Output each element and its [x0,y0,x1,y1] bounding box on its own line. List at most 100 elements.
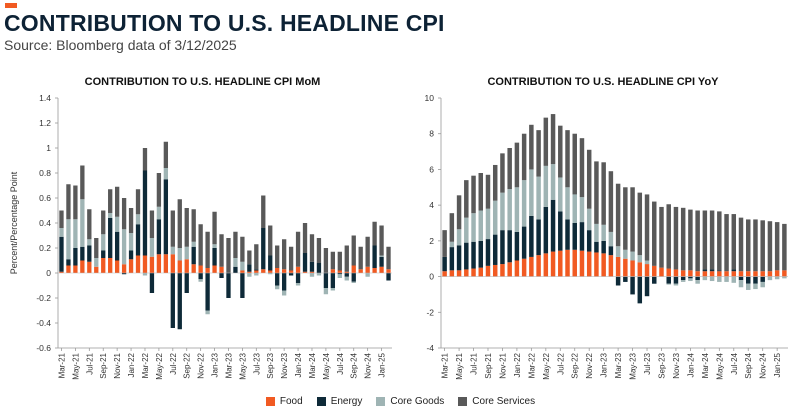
bar-yoy-core-goods-apr-23 [623,249,628,259]
bar-mom-core-services-sep-22 [184,208,189,247]
bar-yoy-food-may-23 [630,260,635,277]
bar-mom-core-goods-may-24 [323,288,329,295]
bar-yoy-core-services-apr-23 [623,187,628,250]
bar-mom-food-feb-22 [135,255,141,273]
x-tick-label-yoy: Jan-24 [686,352,695,377]
bar-yoy-core-services-mar-24 [702,210,708,270]
legend-label-food: Food [279,396,303,407]
bar-yoy-core-services-jul-21 [471,175,476,214]
bar-mom-core-goods-sep-22 [184,246,189,260]
x-tick-label-mom: May-23 [238,352,247,379]
x-tick-label-mom: Jul-21 [85,352,94,374]
bar-yoy-core-services-oct-23 [666,204,671,269]
y-tick-label-mom: -0.2 [36,293,51,303]
bar-mom-food-dec-21 [121,264,127,273]
bar-yoy-core-goods-may-23 [630,251,635,261]
bar-mom-core-services-mar-24 [309,234,315,262]
bar-yoy-energy-nov-21 [500,230,505,265]
bar-mom-core-goods-jun-24 [330,288,336,291]
bar-mom-food-nov-21 [114,260,120,273]
bar-mom-food-jan-24 [295,266,301,273]
x-tick-label-mom: May-24 [322,352,331,379]
bar-yoy-energy-feb-22 [521,226,527,259]
bar-yoy-energy-apr-24 [709,269,715,272]
bar-yoy-core-goods-sep-24 [745,283,751,290]
bar-yoy-core-goods-jan-22 [514,187,520,232]
bar-yoy-energy-nov-22 [586,230,592,252]
bar-yoy-energy-dec-23 [680,276,686,281]
bar-mom-energy-sep-23 [268,255,273,271]
bar-yoy-core-services-oct-21 [492,164,498,201]
y-tick-label-mom: 0 [46,268,51,278]
bar-yoy-core-services-oct-22 [579,138,585,198]
y-tick-label-yoy: 10 [425,93,435,103]
bar-yoy-core-services-apr-21 [449,213,455,242]
bar-yoy-core-services-may-23 [630,187,635,252]
bar-mom-food-may-21 [73,265,78,273]
x-tick-label-yoy: Mar-23 [614,352,623,378]
bar-mom-energy-feb-23 [219,273,224,278]
bar-yoy-food-jan-23 [601,253,606,277]
bar-yoy-food-jul-24 [731,271,737,277]
bar-yoy-food-jul-22 [558,250,563,277]
bar-mom-energy-aug-23 [261,228,266,270]
bar-mom-core-services-mar-21 [59,210,64,228]
bar-mom-food-jul-21 [87,261,92,273]
bar-yoy-core-services-dec-24 [767,221,773,272]
bar-mom-food-feb-24 [302,271,308,273]
bar-yoy-energy-may-22 [543,206,549,254]
y-tick-label-mom: 1.4 [39,93,51,103]
bar-yoy-food-jun-21 [464,269,469,277]
bar-mom-food-dec-23 [288,270,294,273]
bar-yoy-core-goods-jul-21 [471,213,476,242]
bar-mom-energy-dec-21 [121,273,127,275]
bar-yoy-energy-jul-22 [558,211,563,251]
x-tick-label-yoy: Jul-21 [470,352,479,374]
bar-yoy-core-goods-may-21 [456,229,462,246]
bar-mom-core-services-nov-22 [198,224,203,266]
bar-mom-core-services-jun-23 [247,250,252,265]
bar-yoy-core-goods-sep-22 [572,194,577,223]
bar-yoy-food-sep-23 [659,267,664,277]
bar-mom-energy-feb-25 [386,273,391,281]
x-tick-label-yoy: Nov-23 [672,352,681,378]
bar-mom-core-services-jun-22 [163,141,169,168]
bar-mom-core-services-may-23 [240,236,245,262]
bar-yoy-core-services-feb-22 [521,133,527,181]
bar-yoy-core-services-nov-23 [673,206,679,270]
bar-mom-energy-apr-24 [316,263,322,273]
bar-mom-food-aug-23 [261,269,266,273]
bar-mom-core-goods-dec-22 [205,310,210,315]
bar-mom-energy-oct-21 [108,218,113,258]
bar-mom-core-services-aug-24 [344,245,349,272]
x-tick-label-yoy: Sep-24 [744,352,753,378]
legend-item-core-services: Core Services [458,396,535,407]
bar-yoy-food-may-21 [456,270,462,277]
bar-yoy-core-services-jul-22 [558,125,563,178]
bar-yoy-core-services-oct-24 [753,219,758,272]
x-tick-label-yoy: Mar-21 [441,352,450,378]
bar-yoy-energy-mar-21 [442,256,447,272]
bar-mom-core-goods-jun-23 [247,273,252,277]
bar-yoy-food-aug-21 [478,267,484,277]
bar-yoy-core-services-aug-24 [738,217,744,272]
bar-mom-energy-mar-22 [142,170,148,256]
bar-yoy-food-nov-21 [500,264,505,277]
y-tick-label-mom: 0.6 [39,193,51,203]
bar-mom-energy-jun-23 [247,264,252,272]
bar-yoy-food-sep-21 [485,265,491,277]
bar-yoy-core-goods-aug-22 [565,187,570,220]
bar-yoy-energy-aug-24 [738,276,744,281]
bar-mom-core-goods-jan-25 [379,255,384,257]
x-tick-label-mom: Mar-22 [141,352,150,378]
x-tick-label-mom: Jan-25 [378,352,387,377]
legend-label-energy: Energy [330,396,363,407]
bar-yoy-core-goods-feb-24 [695,280,700,284]
bar-mom-food-apr-21 [66,265,71,273]
bar-mom-core-goods-oct-21 [108,213,113,218]
x-tick-label-yoy: Jan-23 [600,352,609,377]
bar-mom-food-mar-24 [309,271,315,273]
bar-mom-core-goods-apr-22 [149,238,155,257]
bar-yoy-food-mar-22 [529,256,534,277]
bar-yoy-core-services-feb-24 [695,210,700,272]
